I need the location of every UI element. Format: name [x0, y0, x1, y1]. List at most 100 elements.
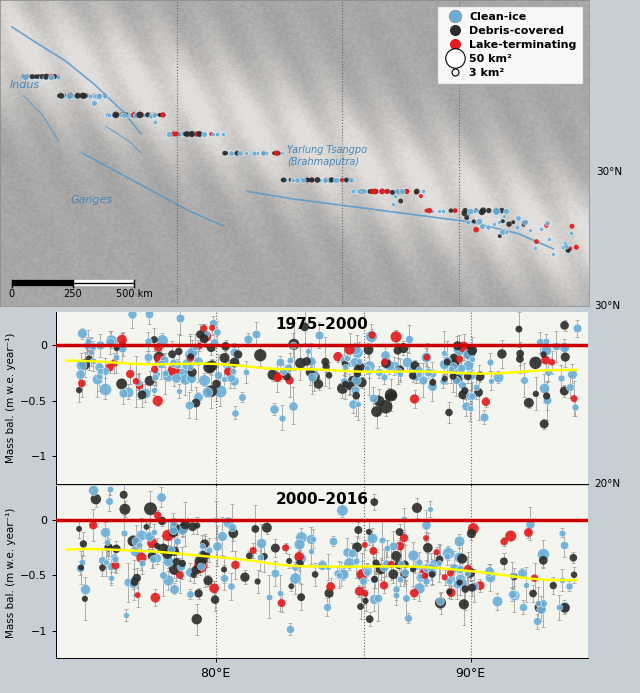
Point [34, 71, 44, 82]
Point [357, 186, 367, 197]
Point [272, 372, 282, 383]
Point [524, 397, 534, 408]
Legend: Clean-ice, Debris-covered, Lake-terminating, 50 km², 3 km²: Clean-ice, Debris-covered, Lake-terminat… [437, 6, 583, 85]
Point [429, 559, 439, 570]
Point [145, 109, 155, 121]
Point [454, 344, 464, 355]
Point [370, 186, 380, 197]
Point [223, 366, 233, 377]
Point [193, 356, 204, 367]
Point [283, 362, 293, 374]
Point [324, 588, 334, 599]
Point [497, 205, 507, 216]
Point [444, 407, 454, 418]
Point [345, 380, 355, 391]
Point [136, 109, 146, 121]
Point [286, 581, 296, 592]
Point [285, 355, 296, 366]
Point [351, 375, 362, 386]
Point [474, 387, 484, 398]
Point [386, 389, 396, 401]
Point [508, 589, 518, 600]
Point [275, 588, 285, 599]
Point [541, 390, 552, 401]
Point [150, 364, 160, 375]
Point [396, 558, 406, 569]
Point [177, 525, 187, 536]
Point [520, 217, 530, 228]
Point [488, 219, 499, 230]
Point [339, 354, 349, 365]
Point [153, 342, 163, 353]
Point [261, 148, 271, 159]
Point [196, 560, 206, 571]
Point [41, 71, 51, 82]
Point [276, 597, 287, 608]
Point [351, 390, 362, 401]
Point [442, 354, 452, 365]
Point [145, 109, 156, 121]
Point [408, 549, 419, 560]
Point [148, 109, 158, 121]
Point [158, 570, 168, 581]
Point [229, 357, 239, 368]
Point [535, 602, 545, 613]
Point [158, 543, 168, 554]
Point [435, 595, 445, 606]
Point [255, 552, 265, 563]
Point [342, 175, 353, 186]
Point [59, 90, 69, 101]
Point [465, 567, 475, 578]
Point [243, 334, 253, 345]
Point [306, 356, 316, 367]
Point [342, 353, 353, 364]
Point [399, 568, 410, 579]
Point [394, 559, 404, 570]
Point [493, 371, 503, 383]
Point [328, 536, 338, 547]
Point [369, 186, 379, 197]
Point [547, 357, 557, 368]
Point [230, 407, 240, 418]
Point [169, 564, 179, 575]
Point [344, 379, 354, 390]
Point [121, 109, 131, 121]
Point [560, 602, 570, 613]
Point [145, 109, 156, 121]
Point [275, 357, 285, 368]
Point [77, 328, 88, 339]
Point [49, 71, 60, 82]
Point [479, 412, 490, 423]
Point [538, 349, 548, 360]
Point [303, 175, 313, 186]
Point [468, 216, 479, 227]
Point [395, 573, 405, 584]
Point [208, 317, 218, 328]
Point [100, 90, 110, 101]
Point [541, 218, 552, 229]
Text: Indus: Indus [10, 80, 40, 90]
Point [134, 380, 145, 392]
Point [249, 148, 259, 159]
Point [495, 231, 505, 242]
Point [106, 334, 116, 345]
Point [449, 563, 460, 574]
Text: 0: 0 [9, 289, 15, 299]
Point [124, 109, 134, 121]
Point [194, 128, 204, 139]
Point [340, 358, 350, 369]
Point [324, 370, 334, 381]
Point [501, 227, 511, 238]
Point [427, 569, 437, 580]
Point [103, 542, 113, 553]
Point [404, 333, 414, 344]
Point [180, 128, 191, 139]
Point [396, 368, 406, 379]
Point [344, 175, 355, 186]
Point [118, 489, 129, 500]
Point [312, 175, 323, 186]
Point [163, 128, 173, 139]
Point [78, 538, 88, 550]
Point [122, 609, 132, 620]
Point [227, 373, 237, 384]
